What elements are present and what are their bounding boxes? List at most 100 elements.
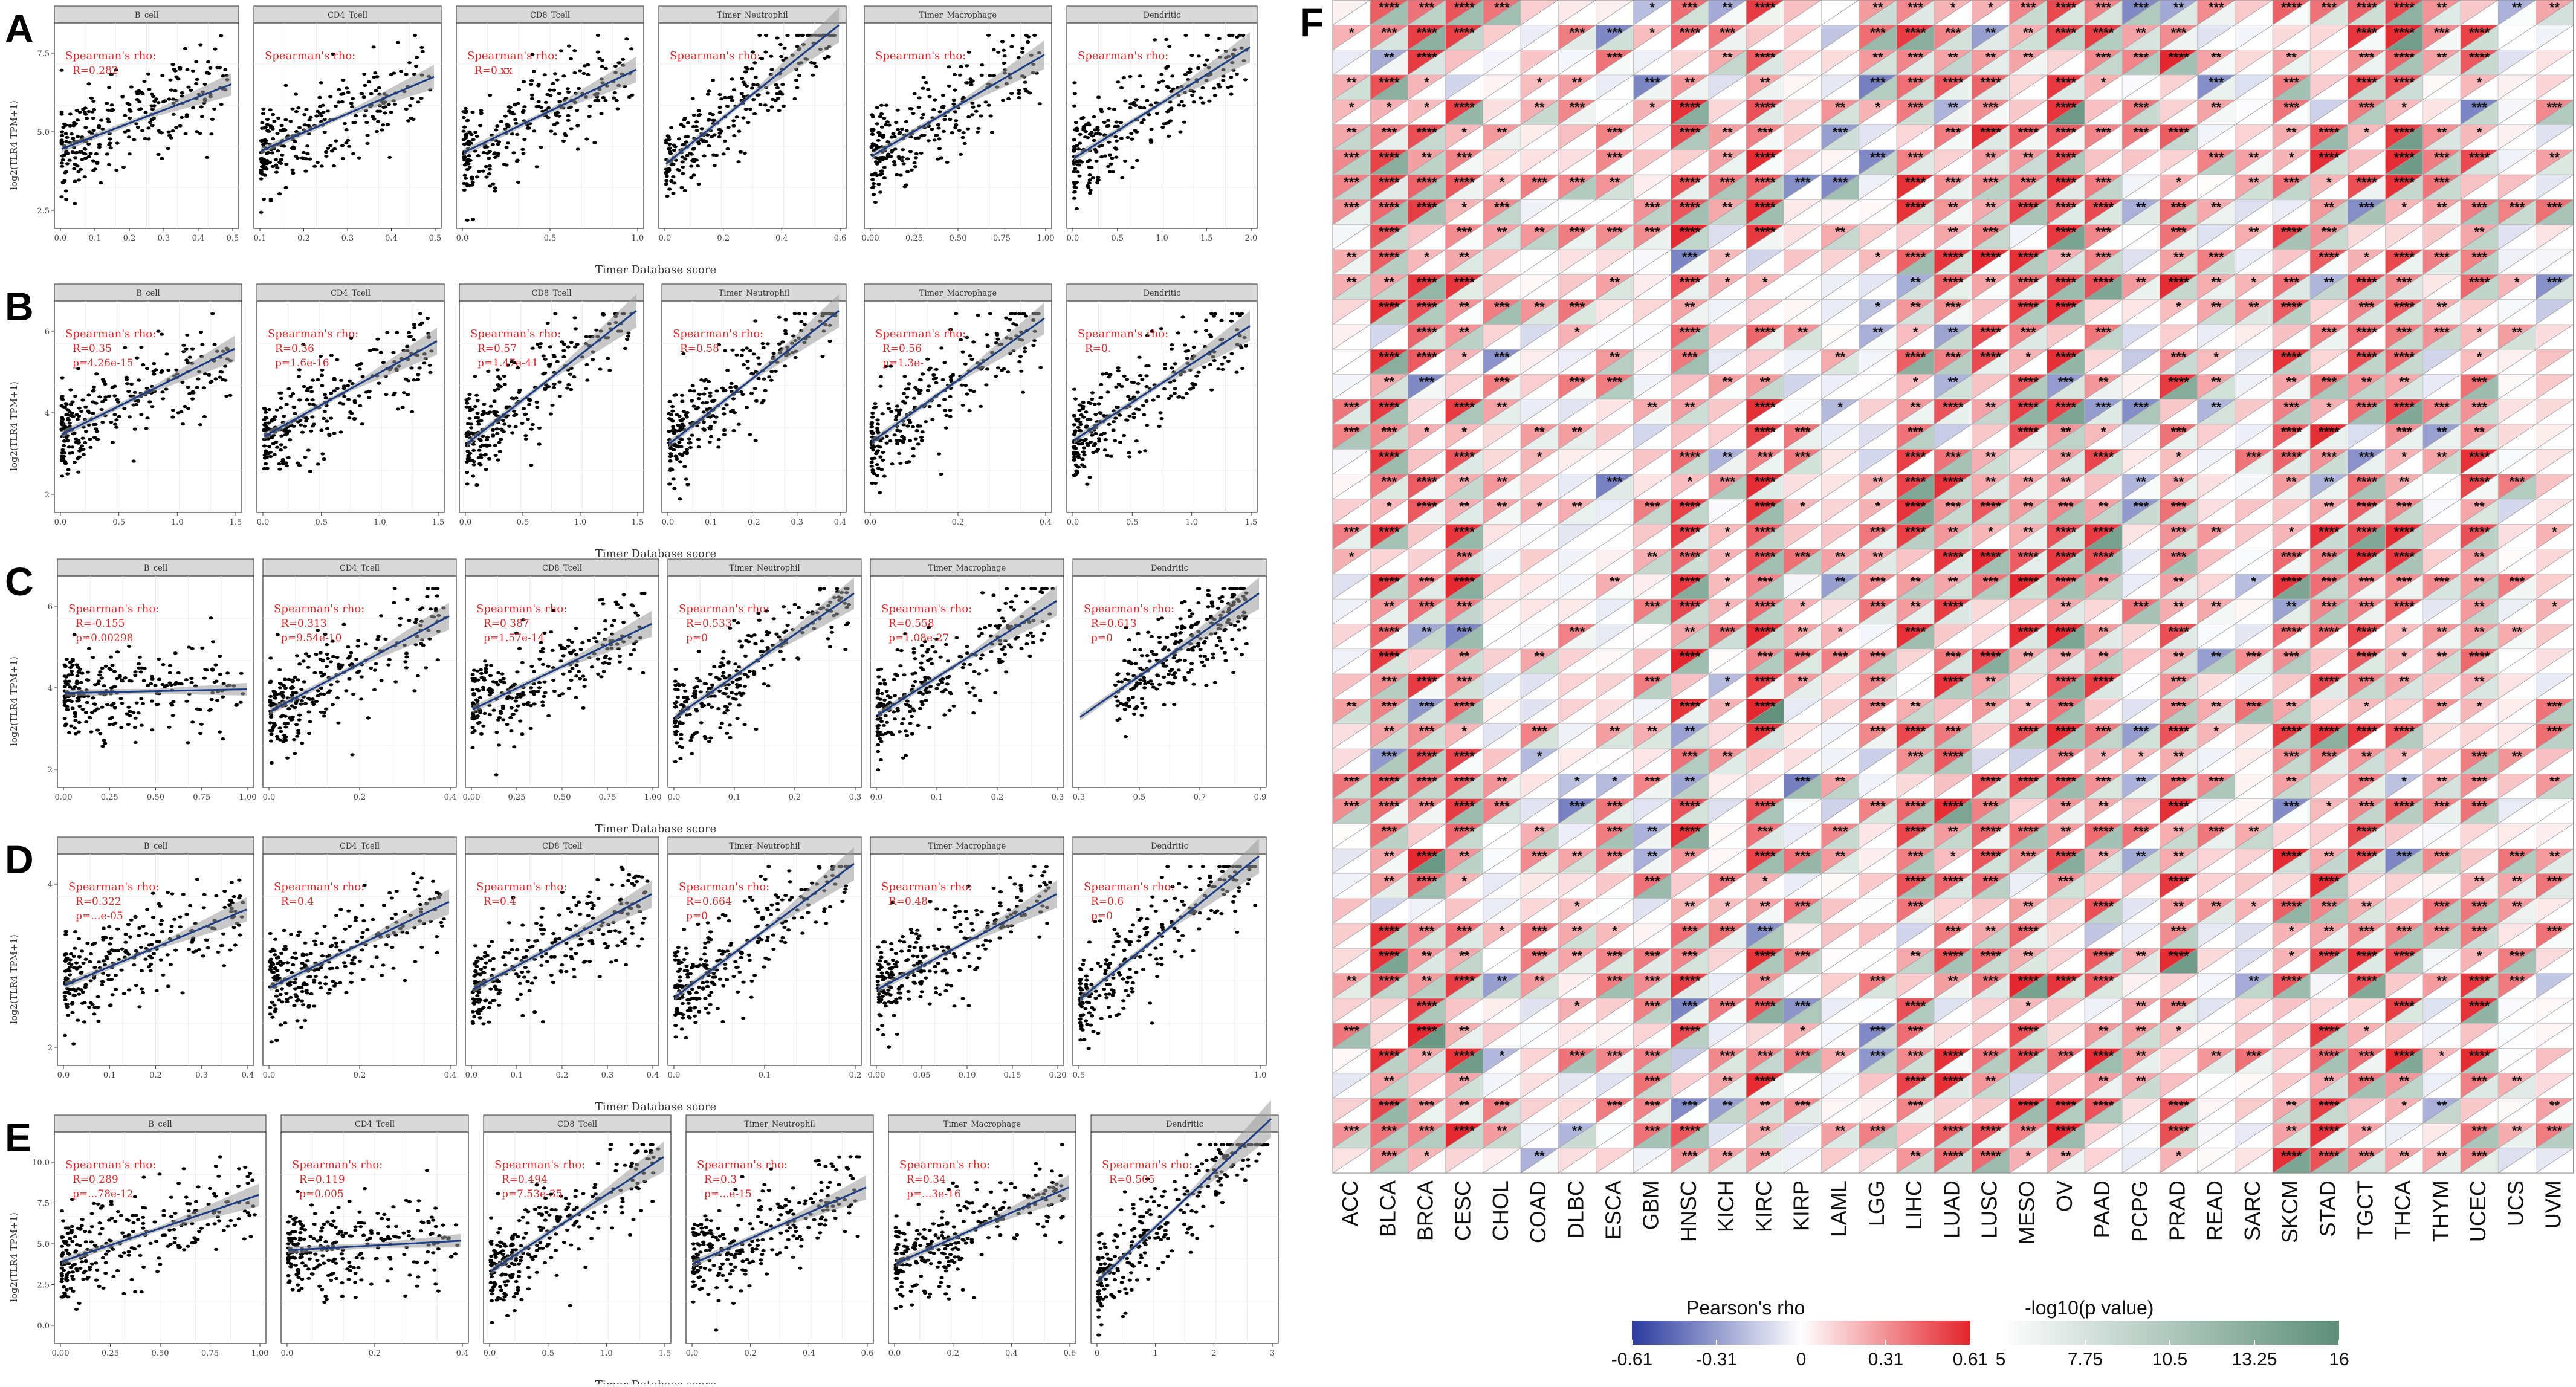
scatter-point — [496, 375, 500, 378]
scatter-point — [1220, 600, 1224, 603]
scatter-point — [473, 375, 477, 378]
scatter-point — [268, 451, 273, 454]
scatter-point — [574, 674, 578, 677]
scatter-point — [1128, 106, 1132, 109]
scatter-point — [81, 437, 85, 440]
scatter-point — [462, 129, 466, 132]
scatter-point — [471, 692, 476, 695]
scatter-point — [814, 65, 818, 68]
scatter-point — [879, 375, 883, 378]
scatter-point — [987, 104, 991, 107]
scatter-point — [881, 451, 885, 454]
scatter-point — [491, 143, 495, 146]
scatter-point — [270, 419, 274, 422]
scatter-point — [83, 126, 88, 129]
scatter-point — [314, 114, 319, 117]
scatter-point — [463, 163, 467, 166]
scatter-point — [870, 432, 875, 435]
scatter-point — [474, 394, 479, 397]
scatter-point — [1170, 74, 1174, 77]
scatter-point — [870, 425, 874, 428]
scatter-point — [971, 340, 976, 343]
scatter-point — [1078, 423, 1083, 426]
scatter-point — [566, 114, 571, 117]
scatter-point — [259, 177, 263, 180]
scatter-point — [515, 670, 519, 673]
scatter-point — [892, 160, 896, 163]
scatter-point — [60, 161, 64, 164]
scatter-point — [584, 335, 589, 338]
scatter-point — [1131, 412, 1136, 415]
scatter-point — [615, 99, 619, 102]
scatter-point — [68, 661, 73, 664]
scatter-point — [185, 334, 189, 337]
scatter-point — [501, 718, 505, 721]
scatter-point — [954, 636, 959, 639]
scatter-point — [936, 158, 940, 161]
scatter-point — [285, 430, 290, 433]
scatter-point — [669, 126, 673, 129]
scatter-point — [892, 678, 896, 681]
scatter-point — [296, 678, 300, 681]
scatter-point — [529, 428, 534, 431]
scatter-point — [523, 434, 528, 437]
scatter-point — [937, 453, 941, 456]
scatter-point — [401, 406, 405, 409]
scatter-point — [334, 140, 338, 143]
scatter-point — [1074, 121, 1078, 124]
scatter-point — [395, 331, 399, 334]
scatter-point — [502, 422, 506, 425]
scatter-point — [673, 760, 678, 763]
scatter-point — [152, 362, 156, 365]
scatter-point — [86, 671, 90, 674]
y-tick-label: 2 — [45, 491, 50, 500]
scatter-point — [329, 354, 334, 357]
scatter-point — [63, 679, 68, 682]
scatter-point — [583, 678, 587, 681]
scatter-point — [1127, 451, 1131, 454]
scatter-point — [772, 617, 776, 620]
scatter-point — [529, 727, 533, 730]
scatter-point — [355, 364, 360, 367]
scatter-point — [964, 81, 968, 84]
scatter-point — [759, 650, 763, 653]
annotation-title: Spearman's rho: — [1078, 328, 1168, 340]
scatter-point — [154, 97, 158, 100]
scatter-point — [1139, 121, 1144, 124]
scatter-point — [273, 453, 277, 456]
scatter-point — [91, 169, 95, 172]
scatter-point — [985, 669, 989, 672]
scatter-point — [484, 468, 488, 471]
scatter-point — [418, 312, 422, 315]
scatter-point — [212, 108, 216, 111]
scatter-point — [782, 105, 786, 108]
scatter-point — [702, 154, 707, 157]
scatter-point — [584, 363, 589, 366]
scatter-point — [379, 351, 383, 354]
scatter-point — [283, 677, 287, 681]
scatter-point — [640, 592, 644, 595]
scatter-point — [900, 722, 904, 725]
scatter-point — [470, 111, 474, 114]
scatter-point — [933, 138, 937, 141]
scatter-point — [927, 139, 931, 142]
scatter-point — [407, 619, 411, 622]
x-tick-label: 1.0 — [374, 518, 386, 527]
scatter-point — [64, 198, 68, 201]
scatter-point — [569, 341, 574, 344]
scatter-point — [881, 158, 885, 161]
scatter-point — [844, 623, 849, 626]
scatter-point — [307, 118, 311, 121]
scatter-point — [626, 335, 630, 338]
scatter-point — [1072, 138, 1076, 141]
scatter-point — [98, 732, 102, 735]
scatter-point — [67, 731, 71, 734]
scatter-point — [264, 411, 268, 414]
scatter-point — [1147, 364, 1151, 367]
scatter-point — [742, 363, 746, 366]
scatter-point — [325, 419, 329, 422]
scatter-point — [275, 409, 279, 412]
scatter-point — [1211, 656, 1215, 659]
scatter-point — [320, 384, 324, 387]
